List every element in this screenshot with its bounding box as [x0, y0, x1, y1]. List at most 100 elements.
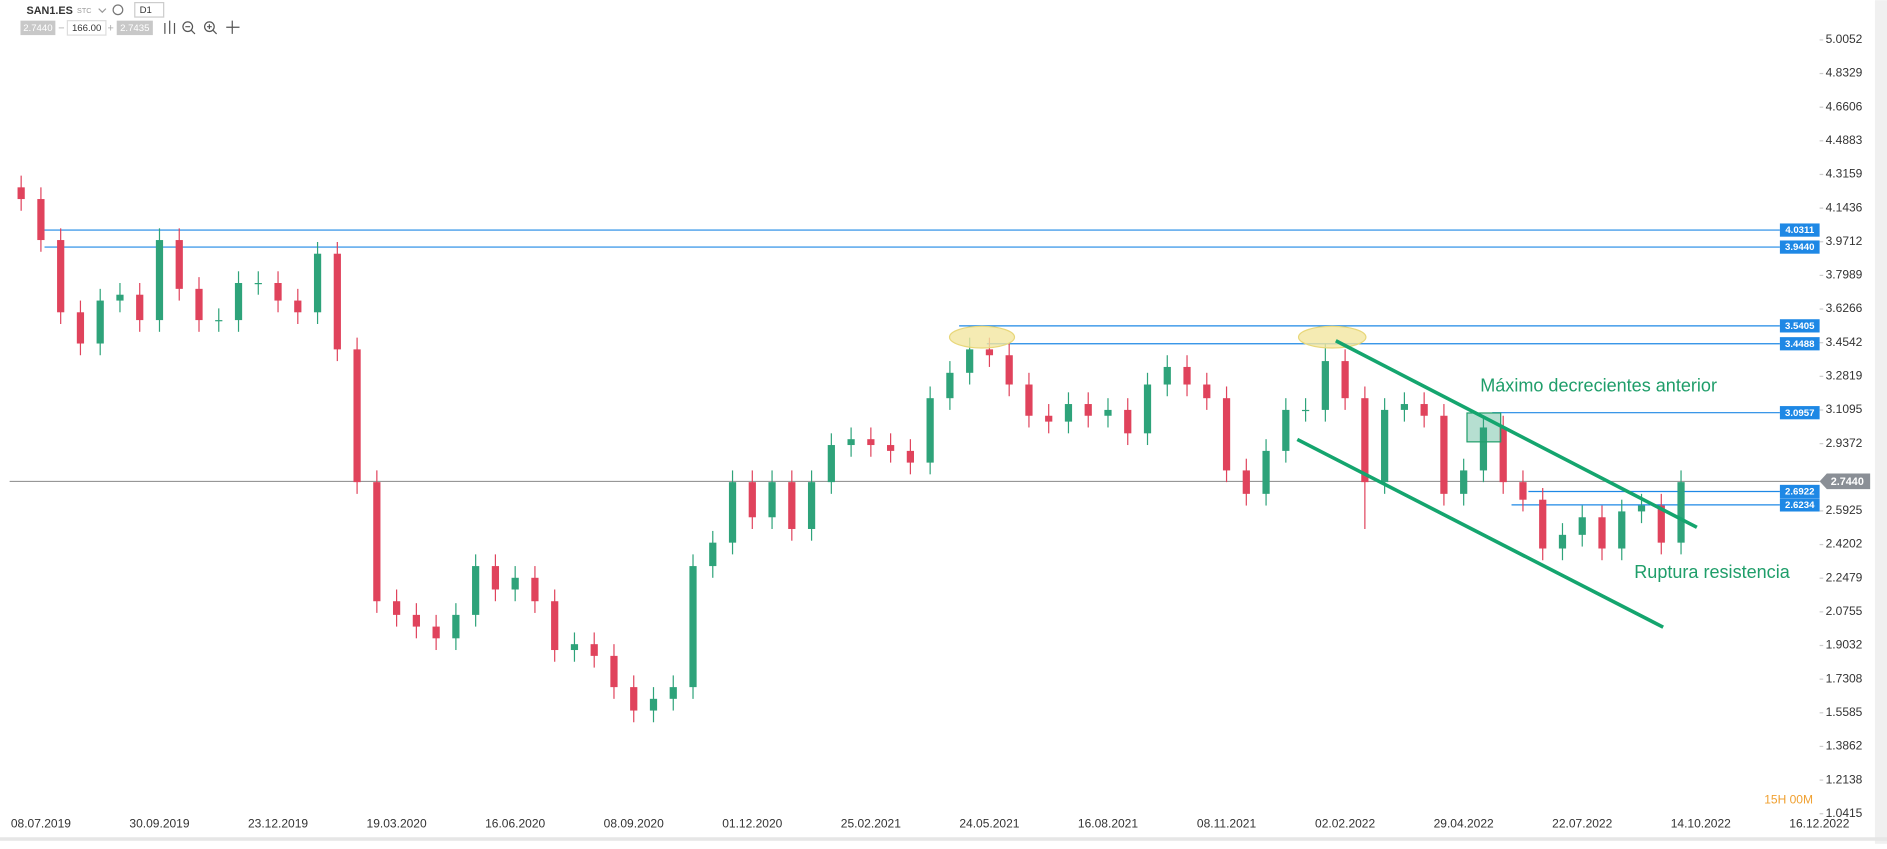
candle-body [1499, 427, 1507, 483]
candle-body [1203, 384, 1211, 399]
dropdown-icon[interactable] [98, 8, 107, 14]
candle-body [1381, 409, 1389, 483]
x-tick-label: 19.03.2020 [367, 817, 427, 831]
minus[interactable]: − [58, 22, 64, 34]
candle-body [867, 439, 875, 446]
candle-body [1677, 482, 1685, 543]
y-tick-label: 5.0052 [1826, 32, 1863, 46]
level-label-box [1779, 337, 1820, 351]
candle-body [906, 450, 914, 463]
symbol[interactable]: SAN1.ES [26, 5, 72, 17]
volume[interactable]: 166.00 [72, 23, 101, 34]
sell-box[interactable] [20, 20, 56, 36]
candle-body [1222, 398, 1231, 471]
candle-body [294, 300, 302, 313]
candle-body [1440, 415, 1448, 494]
candle-body [926, 398, 934, 463]
candle-body [1005, 355, 1013, 385]
candle-body [57, 240, 65, 313]
level-label-box [1779, 240, 1820, 254]
candle-body [96, 300, 104, 344]
y-tick-label: 3.2819 [1826, 369, 1863, 383]
level-label: 3.0957 [1785, 408, 1814, 419]
candle-body [1183, 366, 1191, 385]
plus[interactable]: + [108, 22, 114, 34]
candle-body [966, 349, 974, 373]
info-icon[interactable] [112, 4, 124, 16]
x-tick-label: 16.06.2020 [485, 817, 545, 831]
candle-body [392, 601, 401, 615]
candle-body [37, 199, 45, 241]
interval[interactable]: D1 [140, 5, 152, 16]
highlight-ellipse [1297, 325, 1367, 349]
candle-body [215, 320, 223, 322]
candle-body [1539, 499, 1547, 549]
y-tick-label: 3.6266 [1826, 301, 1863, 315]
highlight-ellipse [948, 325, 1016, 349]
y-tick-label: 2.0755 [1826, 604, 1863, 618]
level-label-box [1779, 484, 1820, 499]
candle-body [136, 294, 144, 321]
x-tick-label: 08.07.2019 [11, 817, 71, 831]
y-tick-label: 1.2138 [1826, 772, 1863, 786]
candle-body [946, 372, 954, 399]
x-tick-label: 25.02.2021 [841, 817, 901, 831]
buy-box[interactable] [116, 20, 153, 36]
y-tick-label: 1.3862 [1826, 739, 1863, 753]
y-tick-label: 2.2479 [1826, 570, 1863, 584]
level-label: 2.6234 [1785, 500, 1815, 511]
scroll-strip [1874, 0, 1887, 844]
candle-body [373, 482, 381, 602]
x-tick-label: 08.09.2020 [604, 817, 664, 831]
candle-body [768, 482, 776, 518]
candle-body [1479, 427, 1488, 471]
y-tick-label: 2.4202 [1826, 537, 1863, 551]
tool-icons[interactable] [164, 20, 240, 35]
candle-body [452, 614, 460, 639]
y-tick-label: 3.9712 [1826, 234, 1863, 248]
candle-body [748, 482, 756, 518]
level-label: 3.4488 [1785, 339, 1815, 350]
candle-body [1064, 404, 1073, 422]
annotation: Máximo decrecientes anterior [1480, 375, 1717, 395]
candle-body [1420, 404, 1428, 416]
market: STC [77, 6, 91, 15]
candle-body [1025, 384, 1033, 416]
level-label: 4.0311 [1785, 225, 1815, 236]
x-tick-label: 14.10.2022 [1671, 817, 1731, 831]
candle-body [689, 566, 697, 688]
candle-body [116, 294, 124, 301]
candle-body [353, 349, 361, 483]
interval-box[interactable] [134, 1, 165, 18]
y-tick-label: 2.9372 [1826, 436, 1863, 450]
candle-body [630, 687, 638, 711]
candle-body [432, 626, 440, 639]
buy-price[interactable]: 2.7435 [120, 23, 149, 34]
y-tick-label: 4.4883 [1826, 133, 1863, 147]
y-tick-label: 4.6606 [1826, 99, 1863, 113]
candle-body [1637, 505, 1646, 512]
sell-price[interactable]: 2.7440 [23, 23, 52, 34]
volume-box[interactable] [66, 20, 107, 36]
level-label-box [1779, 319, 1820, 333]
candle-body [531, 577, 539, 602]
candle-body [1460, 470, 1468, 494]
x-tick-label: 16.12.2022 [1789, 817, 1849, 831]
candle-body [234, 283, 243, 321]
candle-body [985, 349, 994, 356]
candle-body [1519, 482, 1527, 500]
candle-body [788, 482, 796, 529]
level-label: 2.6922 [1785, 487, 1814, 498]
plot-area: 5.0052 4.8329 4.6606 4.4883 4.3159 4.1436 3.97… [9, 32, 1871, 831]
candle-body [313, 253, 322, 313]
candle-body [709, 542, 717, 567]
candle-body [1242, 470, 1250, 494]
candle-body [1400, 404, 1409, 410]
candle-body [847, 439, 855, 446]
level-label: 3.5405 [1785, 321, 1815, 332]
last-price-label: 2.7440 [1831, 476, 1864, 488]
candle-body [1104, 409, 1112, 416]
level-label: 3.9440 [1785, 242, 1814, 253]
candle-body [590, 644, 598, 656]
